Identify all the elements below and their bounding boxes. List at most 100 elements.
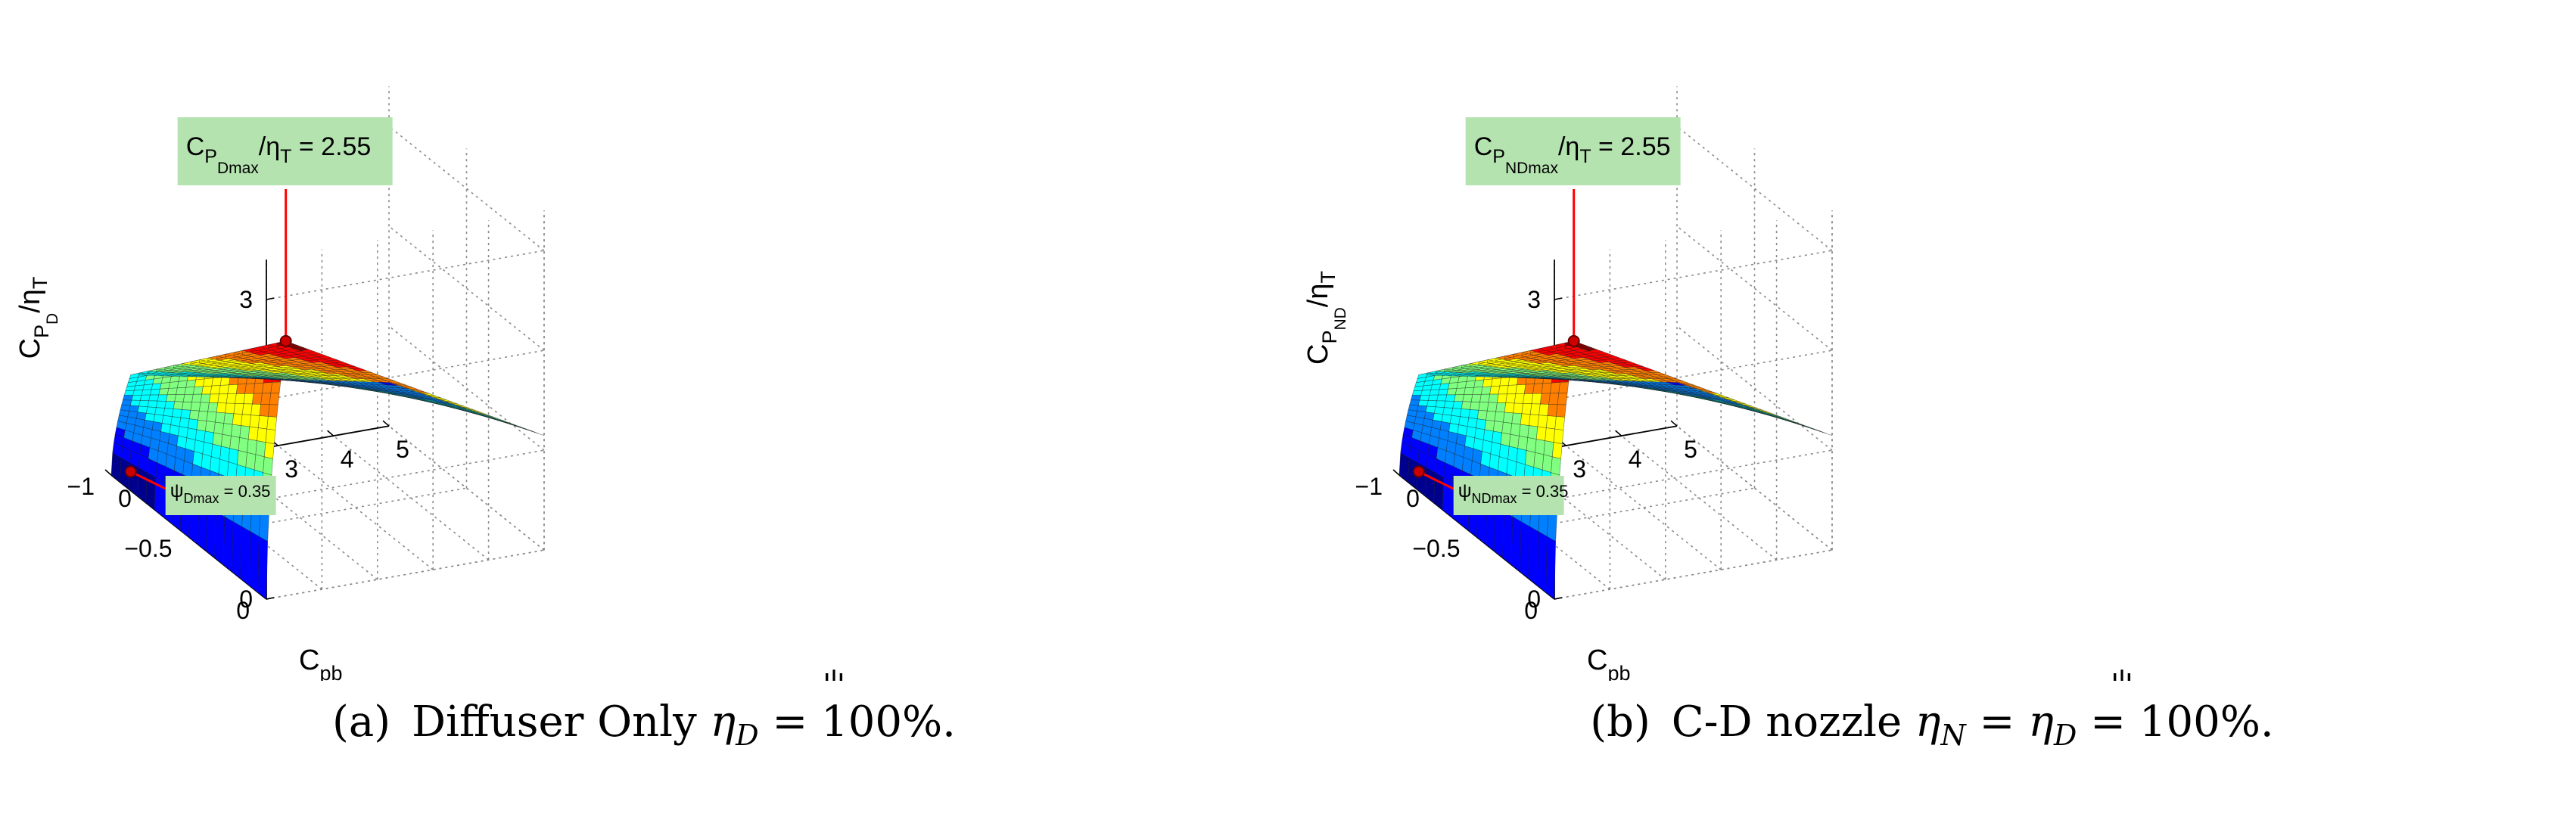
surface-patch bbox=[185, 379, 197, 388]
surface-patch bbox=[173, 401, 184, 410]
surface-patch bbox=[1459, 408, 1470, 418]
peak-label-main: C bbox=[186, 132, 205, 161]
surface-patch bbox=[1543, 440, 1554, 458]
surface-patch bbox=[1520, 521, 1530, 579]
surface-patch bbox=[1495, 402, 1507, 413]
z-label-subsub: D bbox=[44, 313, 61, 325]
y-tick-mark bbox=[327, 430, 334, 436]
surface-patch bbox=[1539, 393, 1551, 405]
caption-prefix: (b) C-D nozzle bbox=[1590, 697, 1915, 747]
surface-patch bbox=[263, 442, 275, 459]
psi-label-main: ψ bbox=[170, 480, 184, 502]
surface-patch bbox=[223, 412, 235, 425]
surface-patch bbox=[1464, 387, 1474, 395]
y-tick-mark bbox=[382, 420, 390, 427]
surface-patch bbox=[251, 393, 263, 405]
grid-line bbox=[1554, 250, 1833, 300]
surface-patch bbox=[1433, 472, 1445, 511]
surface-patch bbox=[208, 393, 219, 403]
surface-patch bbox=[1528, 526, 1539, 586]
surface-patch bbox=[1486, 402, 1498, 412]
surface-patch bbox=[168, 381, 179, 389]
peak-label-main: C bbox=[1474, 132, 1493, 161]
surface-patch bbox=[1513, 402, 1523, 415]
surface-patch bbox=[176, 380, 188, 389]
peak-annotation-text: CPNDmax/ηT = 2.55 bbox=[1474, 132, 1671, 177]
psi-annotation-box bbox=[165, 476, 276, 515]
surface-patch bbox=[1553, 428, 1564, 445]
surface-patch bbox=[254, 454, 265, 473]
surface-patch bbox=[1558, 381, 1570, 394]
surface-patch bbox=[184, 387, 195, 395]
surface-patch bbox=[1533, 452, 1545, 471]
surface-patch bbox=[148, 394, 160, 402]
peak-label-sub: P bbox=[1492, 146, 1505, 167]
surface-patch bbox=[216, 402, 227, 414]
grid-line bbox=[277, 445, 434, 570]
surface-patch bbox=[1413, 385, 1424, 392]
surface-patch bbox=[1545, 415, 1557, 430]
surface-patch bbox=[250, 403, 261, 416]
z-tick-label: 0 bbox=[239, 585, 253, 613]
surface-patch bbox=[257, 536, 269, 600]
surface-patch bbox=[188, 418, 198, 430]
surface-patch bbox=[1508, 433, 1520, 449]
psi-annotation-box bbox=[1453, 476, 1564, 515]
surface-patch bbox=[235, 393, 245, 405]
psi-marker bbox=[1412, 465, 1425, 478]
y-tick-label: 4 bbox=[341, 446, 354, 473]
caption-eta-sub: N bbox=[1940, 719, 1966, 753]
surface-patch bbox=[166, 394, 176, 402]
surface-patch bbox=[1551, 442, 1563, 459]
plot-group: 01230−0.5−1012345CPNDmax/ηT = 2.55ψNDmax… bbox=[1302, 86, 2133, 681]
surface-patch bbox=[253, 382, 264, 394]
z-label-sep: /η bbox=[1302, 283, 1334, 307]
surface-patch bbox=[229, 435, 241, 451]
surface-patch bbox=[212, 432, 223, 447]
surface-patch bbox=[255, 440, 266, 458]
y-tick-label: 0 bbox=[118, 485, 132, 512]
z-label-subsub: ND bbox=[1332, 307, 1349, 330]
peak-label-subsub: Dmax bbox=[217, 160, 259, 177]
surface-patch bbox=[1523, 384, 1535, 394]
surface-patch bbox=[1436, 394, 1448, 402]
grid-line bbox=[388, 126, 545, 251]
z-label-sub: P bbox=[30, 325, 53, 338]
surface-patch bbox=[1494, 411, 1505, 423]
y-tick-mark bbox=[1670, 420, 1678, 427]
surface-patch bbox=[1473, 379, 1485, 388]
x-tick-mark bbox=[1554, 597, 1563, 600]
surface-patch bbox=[1502, 511, 1514, 566]
surface-patch bbox=[1541, 382, 1552, 394]
surface-patch bbox=[1498, 385, 1509, 395]
surface-patch bbox=[235, 384, 247, 394]
peak-label-subsub: NDmax bbox=[1505, 160, 1559, 177]
surface-patch bbox=[222, 423, 233, 436]
surface-patch bbox=[227, 384, 238, 395]
surface-patch bbox=[258, 510, 269, 542]
surface-patch bbox=[198, 410, 208, 421]
surface-patch bbox=[222, 516, 234, 573]
surface-patch bbox=[1517, 435, 1529, 451]
surface-patch bbox=[155, 400, 166, 408]
psi-annotation-text: ψNDmax = 0.35 bbox=[1458, 480, 1569, 506]
peak-label-sub: P bbox=[204, 146, 217, 167]
surface-patch bbox=[1442, 407, 1453, 416]
grid-line bbox=[266, 549, 545, 600]
peak-annotation-text: CPDmax/ηT = 2.55 bbox=[186, 132, 372, 177]
surface-patch bbox=[1488, 393, 1499, 403]
surface-patch bbox=[182, 393, 194, 402]
y-tick-label: 4 bbox=[1629, 446, 1642, 473]
z-label-sep: /η bbox=[14, 289, 46, 313]
surface-patch bbox=[1535, 426, 1547, 441]
surface-patch bbox=[1435, 400, 1446, 408]
surface-patch bbox=[230, 424, 241, 438]
caption-eta-sub: D bbox=[736, 719, 759, 753]
surface-patch bbox=[214, 412, 226, 424]
surface-patch bbox=[1492, 421, 1504, 433]
surface-patch bbox=[157, 394, 168, 402]
x-label-main: C bbox=[299, 645, 319, 676]
surface-patch bbox=[171, 408, 182, 418]
surface-patch bbox=[241, 403, 253, 416]
